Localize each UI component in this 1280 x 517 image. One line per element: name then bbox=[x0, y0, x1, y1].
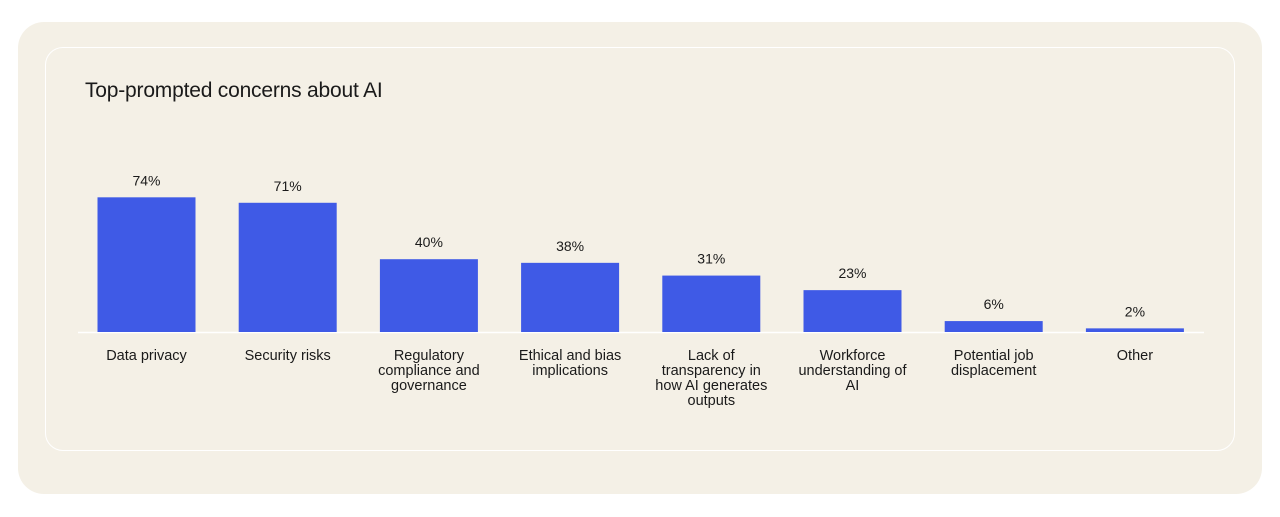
category-label: Workforce understanding of AI bbox=[798, 348, 907, 394]
bar-7 bbox=[944, 321, 1043, 332]
category-label: Ethical and bias implications bbox=[519, 348, 621, 379]
bar-value-label: 2% bbox=[1125, 303, 1145, 319]
category-label: Potential job displacement bbox=[951, 348, 1036, 379]
bar-value-label: 23% bbox=[838, 265, 866, 281]
bar-8 bbox=[1085, 328, 1184, 332]
bar-1 bbox=[97, 197, 196, 332]
bar-value-label: 40% bbox=[415, 234, 443, 250]
category-label: Lack of transparency in how AI generates ou… bbox=[655, 348, 767, 409]
card-inner: Top-prompted concerns about AI bbox=[45, 47, 1235, 451]
category-label: Security risks bbox=[245, 348, 331, 364]
category-label: Regulatory compliance and governance bbox=[378, 348, 480, 394]
bar-6 bbox=[803, 290, 902, 332]
bar-value-label: 6% bbox=[984, 296, 1004, 312]
bar-value-label: 31% bbox=[697, 251, 725, 267]
bar-value-label: 74% bbox=[132, 172, 160, 188]
bar-2 bbox=[238, 202, 337, 332]
bar-5 bbox=[662, 275, 761, 332]
bar-value-label: 71% bbox=[274, 178, 302, 194]
category-label: Other bbox=[1117, 348, 1153, 364]
category-label: Data privacy bbox=[106, 348, 187, 364]
bar-4 bbox=[521, 262, 620, 332]
chart-title: Top-prompted concerns about AI bbox=[85, 79, 383, 102]
bar-3 bbox=[379, 259, 478, 332]
card-outer: Top-prompted concerns about AI bbox=[18, 22, 1262, 494]
bar-value-label: 38% bbox=[556, 238, 584, 254]
